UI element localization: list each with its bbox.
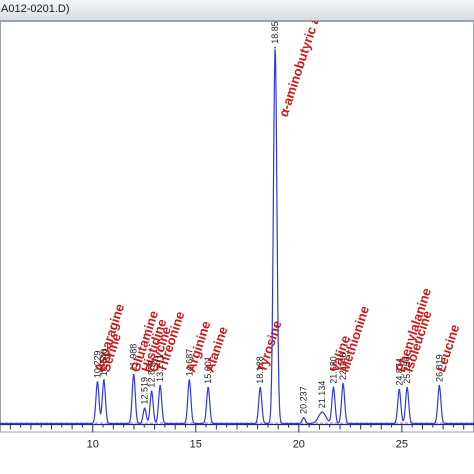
peak-apex — [96, 381, 99, 384]
retention-time-label: 21.680 — [328, 356, 338, 384]
retention-time-label: 12.858 — [147, 360, 157, 388]
window-title: A012-0201.D) — [1, 3, 70, 15]
retention-time-label: 24.874 — [394, 358, 404, 386]
peak-apex — [406, 386, 409, 389]
peak-apex — [102, 379, 105, 382]
peak-apex — [159, 385, 162, 387]
peak-apex — [302, 416, 305, 419]
retention-time-label: 11.988 — [129, 344, 139, 371]
retention-time-label: 10.540 — [99, 349, 109, 377]
peak-apex — [259, 386, 262, 389]
peak-apex — [274, 46, 277, 49]
x-tick-label: 15 — [190, 438, 202, 450]
chart-trace-layer — [0, 46, 474, 425]
peak-apex — [332, 386, 335, 389]
x-tick-label: 25 — [396, 438, 408, 450]
x-tick-label: 10 — [87, 438, 99, 450]
window-title-bar: A012-0201.D) — [0, 0, 474, 21]
retention-time-label: 22.148 — [338, 353, 348, 381]
peak-apex — [438, 385, 441, 387]
retention-time-label: 25.256 — [402, 356, 412, 384]
retention-time-label: 13.271 — [155, 354, 165, 382]
x-tick-label: 20 — [293, 438, 305, 450]
retention-time-label: 18.851 — [270, 21, 280, 44]
peak-apex — [143, 407, 146, 410]
peak-apex — [342, 383, 344, 385]
peak-apex — [150, 390, 153, 393]
peak-apex — [188, 379, 191, 382]
compound-label: Tyrosine — [254, 319, 285, 374]
compound-label: Leucine — [433, 323, 462, 374]
retention-time-label: 18.128 — [255, 356, 265, 384]
peak-apex — [398, 388, 401, 391]
retention-time-label: 20.237 — [299, 386, 309, 414]
peak-apex — [321, 411, 324, 414]
retention-time-label: 14.687 — [184, 349, 194, 377]
retention-time-label: 15.601 — [203, 356, 213, 384]
peak-apex — [207, 386, 210, 389]
retention-time-label: 21.134 — [317, 381, 327, 409]
retention-time-label: 12.519 — [140, 377, 150, 405]
retention-time-label: 26.819 — [434, 354, 444, 382]
peak-apex — [132, 373, 135, 376]
compound-label: α-aminobutyric acid — [276, 21, 328, 119]
retention-time-label: 10.229 — [92, 351, 102, 379]
chromatogram-trace — [0, 49, 474, 425]
